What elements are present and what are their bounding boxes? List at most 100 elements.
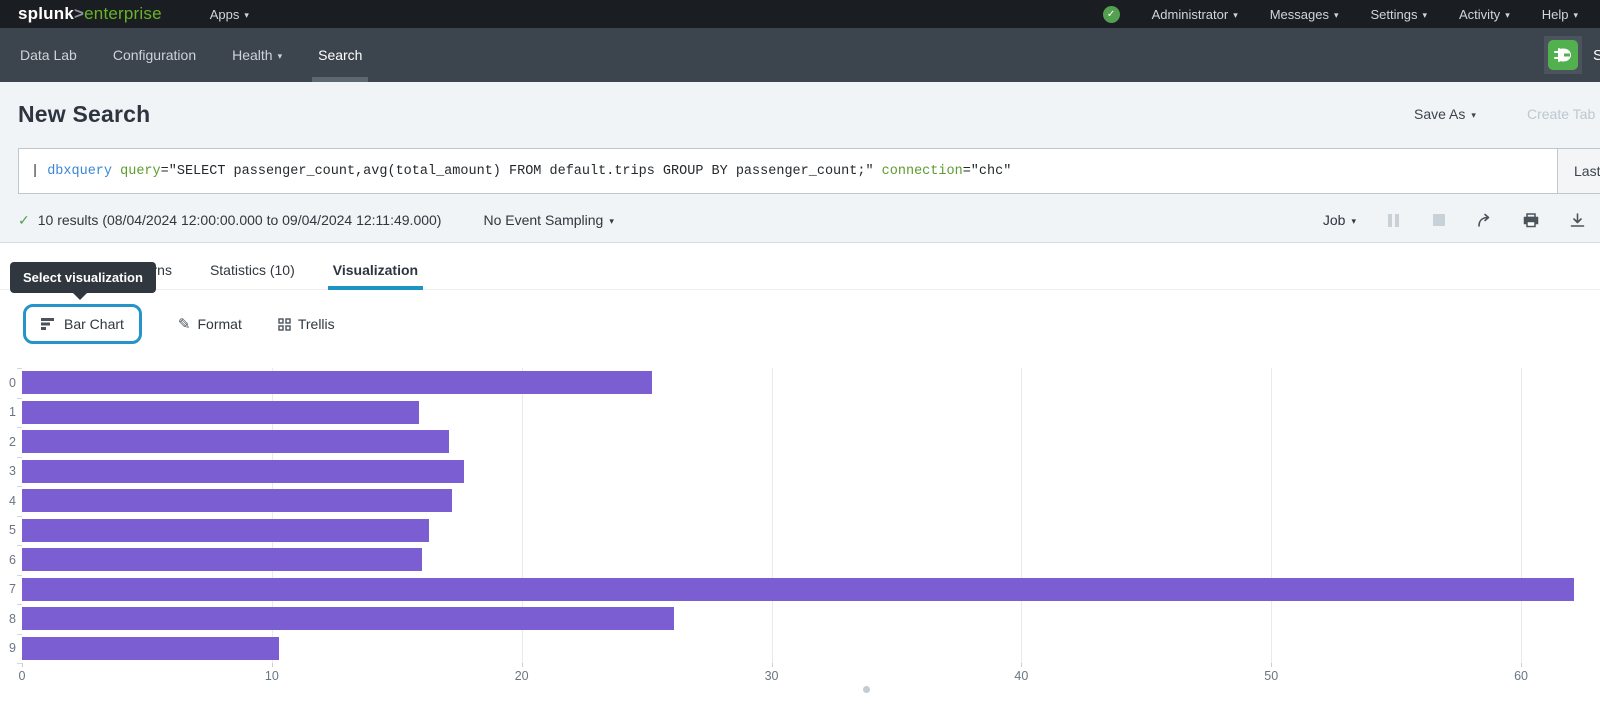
topbar-menu-label: Administrator — [1151, 6, 1229, 22]
logo-enterprise: enterprise — [84, 4, 162, 23]
chart-row: 2 — [9, 427, 1596, 457]
topbar-menu-help[interactable]: Help ▾ — [1542, 7, 1578, 22]
appnav-item-label: Search — [318, 47, 363, 63]
y-axis-tick — [17, 397, 22, 399]
y-axis-category-label: 4 — [9, 493, 16, 508]
y-axis-category-label: 5 — [9, 523, 16, 538]
bar-passenger-count-6[interactable] — [22, 548, 422, 572]
bar-chart-icon — [41, 318, 54, 330]
chart-row: 0 — [9, 368, 1596, 398]
bar-passenger-count-3[interactable] — [22, 459, 465, 483]
splunk-logo: splunk > enterprise — [18, 4, 162, 24]
tab-label: Statistics (10) — [209, 262, 295, 278]
time-range-label: Last — [1574, 163, 1600, 179]
x-axis-tick — [1021, 663, 1023, 667]
tab-label: Visualization — [332, 262, 419, 278]
export-download-icon[interactable] — [1568, 211, 1586, 229]
search-query-input[interactable]: | dbxquery query ="SELECT passenger_count… — [19, 149, 1557, 193]
query-segment: ="SELECT passenger_count,avg(total_amoun… — [160, 163, 874, 179]
appnav-item-configuration[interactable]: Configuration — [113, 28, 196, 82]
logo-gt: > — [74, 4, 85, 23]
gridline — [1521, 368, 1523, 663]
caret-down-icon: ▾ — [244, 9, 249, 20]
carousel-dot[interactable] — [863, 686, 870, 693]
job-controls: Job ▾ — [1323, 200, 1586, 240]
topbar-menu-activity[interactable]: Activity ▾ — [1459, 7, 1510, 22]
x-axis-tick-label: 10 — [264, 669, 279, 683]
x-axis-tick — [521, 663, 523, 667]
appnav-item-health[interactable]: Health ▾ — [232, 28, 282, 82]
share-icon[interactable] — [1476, 211, 1494, 229]
appnav-item-label: Health — [232, 47, 273, 63]
pause-job-icon[interactable] — [1384, 211, 1402, 229]
query-segment: connection — [881, 163, 963, 179]
y-axis-category-label: 9 — [9, 641, 16, 656]
y-axis-tick — [17, 663, 22, 664]
bar-passenger-count-4[interactable] — [22, 489, 452, 513]
query-segment: dbxquery — [47, 163, 113, 179]
query-segment: | — [31, 163, 48, 179]
event-sampling-dropdown[interactable]: No Event Sampling ▾ — [483, 212, 613, 228]
chart-row: 1 — [9, 398, 1596, 428]
bar-passenger-count-5[interactable] — [22, 518, 430, 542]
pencil-icon: ✎ — [177, 316, 191, 333]
save-as-label: Save As — [1414, 106, 1466, 122]
bar-passenger-count-0[interactable] — [22, 371, 652, 395]
tabs-divider — [0, 289, 1600, 290]
bar-passenger-count-8[interactable] — [22, 607, 675, 631]
y-axis-category-label: 6 — [9, 552, 16, 567]
topbar-menu-settings[interactable]: Settings ▾ — [1371, 7, 1428, 22]
appnav-item-data-lab[interactable]: Data Lab — [20, 28, 77, 82]
apps-menu[interactable]: Apps ▾ — [210, 7, 249, 22]
query-segment — [112, 164, 120, 179]
print-icon[interactable] — [1522, 211, 1540, 229]
search-bar: | dbxquery query ="SELECT passenger_count… — [18, 148, 1600, 194]
y-axis-category-label: 7 — [9, 582, 16, 597]
x-axis-tick-label: 40 — [1014, 669, 1029, 683]
x-axis-tick-label: 20 — [514, 669, 529, 683]
gridline — [1021, 368, 1023, 663]
trellis-label: Trellis — [297, 316, 335, 332]
x-axis-tick-label: 50 — [1264, 669, 1279, 683]
tab-visualization[interactable]: Visualization — [327, 250, 424, 290]
app-badge-label: S — [1593, 46, 1600, 64]
create-table-view-button[interactable]: Create Tab — [1527, 106, 1596, 122]
caret-down-icon: ▾ — [1422, 9, 1428, 20]
bar-passenger-count-2[interactable] — [22, 430, 450, 454]
y-axis-tick — [17, 604, 22, 605]
x-axis-tick-label: 0 — [18, 669, 26, 683]
topbar-menu-messages[interactable]: Messages ▾ — [1270, 7, 1339, 22]
bar-passenger-count-9[interactable] — [22, 636, 280, 660]
y-axis-tick — [17, 368, 22, 369]
gridline — [771, 368, 773, 663]
topbar-menu-label: Settings — [1370, 6, 1418, 22]
y-axis-category-label: 8 — [9, 611, 16, 626]
db-connect-app-icon[interactable] — [1544, 36, 1582, 74]
x-axis-tick — [271, 663, 273, 667]
time-range-picker[interactable]: Last — [1557, 149, 1600, 193]
y-axis-tick — [17, 574, 22, 576]
topbar-menu-administrator[interactable]: Administrator ▾ — [1152, 7, 1238, 22]
appnav-item-search[interactable]: Search — [312, 28, 369, 82]
tab-statistics-10-[interactable]: Statistics (10) — [210, 250, 295, 290]
splunk-topbar: splunk > enterprise Apps ▾ ✓ Administrat… — [0, 0, 1600, 28]
caret-down-icon: ▾ — [277, 50, 283, 61]
format-button[interactable]: ✎ Format — [178, 315, 242, 333]
stop-job-icon[interactable] — [1430, 211, 1448, 229]
save-as-button[interactable]: Save As ▾ — [1414, 106, 1476, 122]
caret-down-icon: ▾ — [1573, 9, 1578, 20]
bar-chart: 0 1 2 3 4 5 6 7 8 9 0 10 20 30 40 50 60 — [0, 368, 1600, 688]
x-axis-tick — [1521, 663, 1523, 667]
trellis-button[interactable]: Trellis — [278, 316, 335, 332]
appnav-item-label: Configuration — [112, 47, 197, 63]
health-status-check-icon[interactable]: ✓ — [1102, 5, 1120, 23]
job-menu[interactable]: Job ▾ — [1323, 212, 1356, 228]
x-axis-tick-label: 60 — [1514, 669, 1528, 683]
chart-row: 6 — [9, 545, 1596, 575]
bar-passenger-count-7[interactable] — [22, 577, 1574, 601]
x-axis-tick-label: 30 — [764, 669, 779, 683]
chart-type-picker-button[interactable]: Bar Chart — [23, 304, 142, 344]
y-axis-tick — [17, 545, 22, 546]
bar-passenger-count-1[interactable] — [22, 400, 420, 424]
x-axis-tick — [771, 663, 773, 667]
